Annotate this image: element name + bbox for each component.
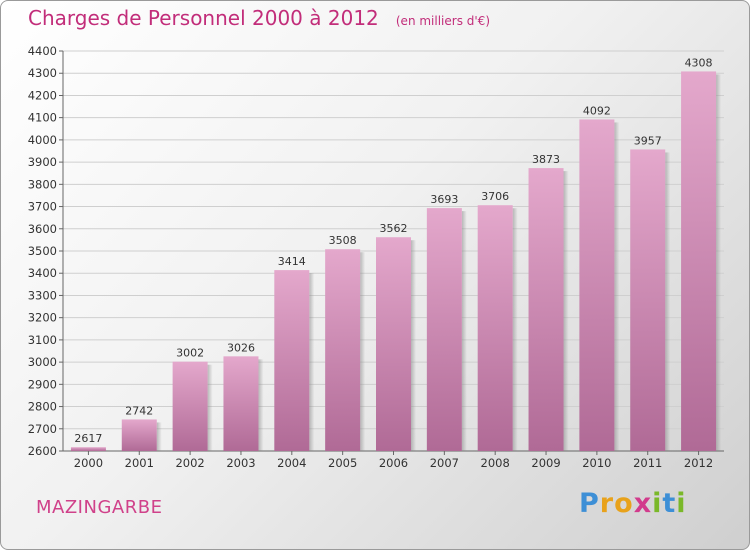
bar-shadow [614,122,620,451]
y-tick-label: 4000 [28,133,57,147]
bar-2007 [426,208,462,451]
y-tick-label: 3700 [28,200,57,214]
y-tick-label: 4200 [28,88,57,102]
bar-shadow [563,171,569,451]
bar-2006 [376,237,411,451]
y-tick-label: 2700 [28,422,57,436]
x-tick-label: 2006 [379,456,408,470]
logo-letter: i [652,488,663,519]
bar-shadow [461,211,467,451]
logo-letter: i [676,488,687,519]
x-tick-label: 2008 [481,456,510,470]
y-tick-label: 4400 [28,44,57,58]
y-tick-label: 3300 [28,288,57,302]
logo-letter: P [579,488,600,519]
logo-letter: x [633,488,653,519]
chart-title: Charges de Personnel 2000 à 2012 [28,6,379,30]
bar-shadow [156,422,162,451]
x-tick-label: 2001 [125,456,154,470]
bar-shadow [665,152,671,451]
data-label: 4308 [685,56,713,69]
y-tick-label: 3200 [28,311,57,325]
bars [70,71,722,451]
bar-2012 [681,71,717,451]
bar-2011 [630,149,666,451]
chart-subtitle: (en milliers d'€) [395,14,490,28]
x-tick-label: 2007 [430,456,459,470]
bar-2002 [172,361,208,451]
data-label: 3873 [532,153,560,166]
logo-letter: o [614,488,634,519]
bar-shadow [512,208,518,451]
x-tick-label: 2004 [277,456,306,470]
data-label: 3562 [380,222,408,235]
x-tick-label: 2010 [582,456,611,470]
bar-2004 [274,270,310,451]
bar-shadow [309,273,315,451]
y-tick-label: 3600 [28,222,57,236]
data-label: 3026 [227,341,255,354]
y-tick-label: 3400 [28,266,57,280]
bar-shadow [360,252,366,451]
bar-2005 [325,249,361,451]
bar-2009 [528,168,564,451]
bar-shadow [716,74,722,451]
data-label: 3002 [176,347,204,360]
bar-2001 [121,419,157,451]
x-tick-label: 2000 [74,456,103,470]
bar-shadow [411,240,416,451]
y-tick-label: 4300 [28,66,57,80]
y-tick-label: 3100 [28,333,57,347]
data-label: 3414 [278,255,306,268]
data-label: 4092 [583,104,611,117]
bar-shadow [105,450,111,451]
x-tick-label: 2011 [633,456,662,470]
city-name: MAZINGARBE [36,497,163,518]
bar-2003 [223,356,259,451]
y-tick-label: 4100 [28,111,57,125]
axes: 2600 2700 2800 2900 3000 3100 3200 3300 3400 3500… [28,44,724,470]
y-tick-label: 2900 [28,377,57,391]
y-tick-label: 3900 [28,155,57,169]
x-tick-label: 2009 [531,456,560,470]
data-label: 2617 [74,432,102,445]
bar-2008 [477,205,513,451]
x-tick-label: 2002 [175,456,204,470]
data-label: 3957 [634,134,662,147]
data-labels: 2617 2742 3002 3026 3414 3508 3562 3693 3706 3873… [74,56,712,445]
bar-shadow [207,364,213,451]
title-row: Charges de Personnel 2000 à 2012 (en mil… [28,6,490,30]
logo-letter: t [662,488,677,519]
x-tick-label: 2005 [328,456,357,470]
data-label: 3508 [329,234,357,247]
bar-shadow [258,359,264,451]
bar-2000 [70,447,106,451]
bar-2010 [579,119,615,451]
data-label: 3706 [481,190,509,203]
y-tick-label: 3800 [28,177,57,191]
y-tick-label: 3000 [28,355,57,369]
y-tick-label: 2800 [28,400,57,414]
y-tick-label: 2600 [28,444,57,458]
proxiti-logo: Proxiti [579,488,687,519]
data-label: 3693 [430,193,458,206]
y-tick-label: 3500 [28,244,57,258]
data-label: 2742 [125,404,153,417]
logo-letter: r [599,488,615,519]
x-tick-label: 2012 [684,456,713,470]
x-tick-label: 2003 [226,456,255,470]
